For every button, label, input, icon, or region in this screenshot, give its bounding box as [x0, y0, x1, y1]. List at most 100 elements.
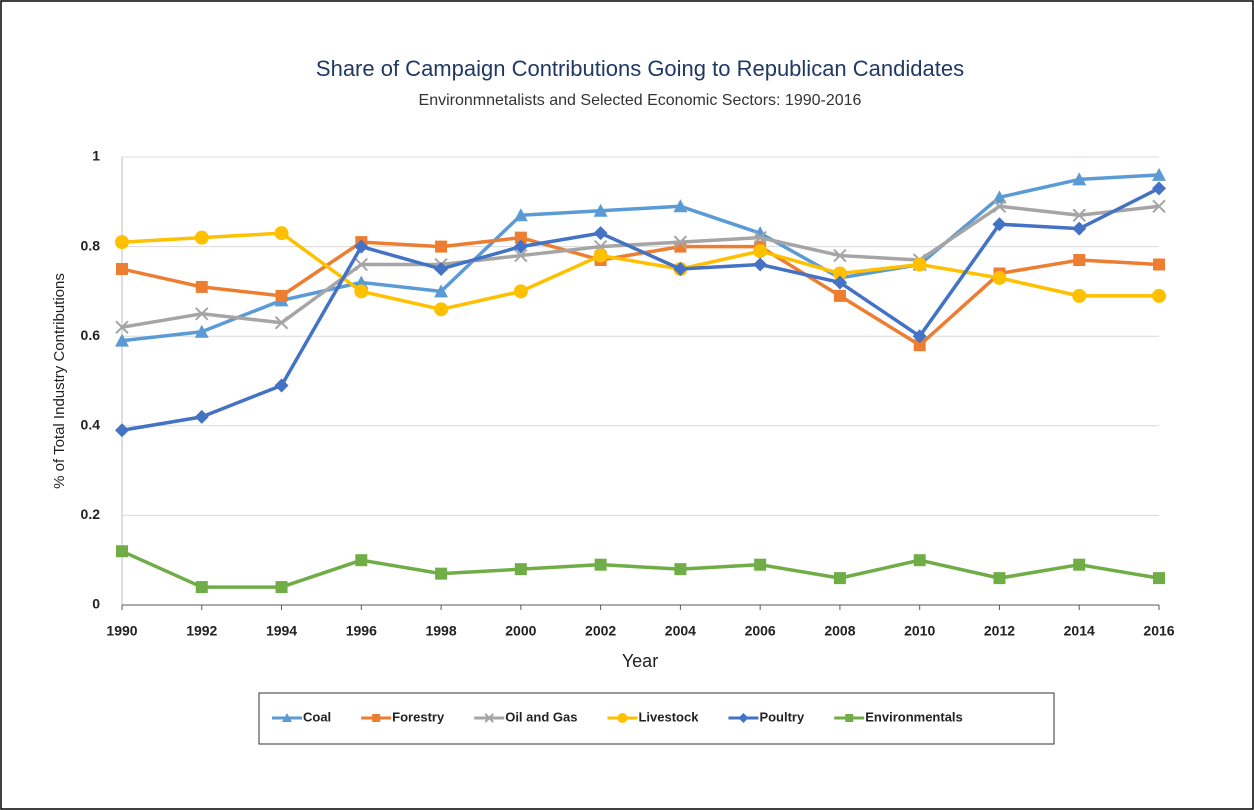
- marker: [282, 713, 292, 722]
- marker: [594, 558, 607, 571]
- marker: [833, 289, 846, 302]
- marker: [673, 199, 688, 213]
- marker: [194, 324, 209, 338]
- marker: [832, 266, 847, 281]
- series-line: [121, 204, 1160, 329]
- marker: [514, 231, 527, 244]
- x-tick-label: 1990: [106, 623, 137, 639]
- legend-label: Poultry: [759, 709, 805, 724]
- marker: [434, 284, 449, 298]
- marker: [1072, 172, 1087, 186]
- marker: [275, 581, 288, 594]
- legend-label: Forestry: [392, 709, 445, 724]
- marker: [513, 239, 528, 254]
- marker: [1072, 221, 1087, 236]
- marker: [912, 329, 927, 344]
- marker: [274, 316, 289, 330]
- marker: [372, 714, 381, 722]
- chart-title: Share of Campaign Contributions Going to…: [316, 56, 964, 81]
- marker: [753, 226, 768, 240]
- x-tick-label: 1992: [186, 623, 217, 639]
- marker: [832, 275, 847, 290]
- marker: [593, 203, 608, 217]
- marker: [1073, 558, 1086, 571]
- marker: [1152, 167, 1166, 181]
- y-tick-label: 0.8: [81, 237, 101, 253]
- series-line: [121, 235, 1160, 347]
- marker: [1072, 288, 1087, 303]
- marker: [845, 714, 854, 722]
- x-tick-label: 2006: [745, 623, 776, 639]
- legend-label: Livestock: [638, 709, 699, 724]
- marker: [195, 307, 209, 321]
- marker: [913, 339, 926, 352]
- series-line: [121, 186, 1160, 433]
- x-tick-label: 1994: [266, 623, 297, 639]
- x-tick-label: 2008: [824, 623, 855, 639]
- series-line: [121, 231, 1159, 312]
- marker: [195, 581, 208, 594]
- marker: [194, 230, 209, 245]
- marker: [115, 320, 129, 334]
- x-tick-label: 2014: [1064, 623, 1095, 639]
- y-tick-label: 0.2: [81, 506, 101, 522]
- y-tick-label: 1: [92, 148, 100, 164]
- legend-label: Environmentals: [865, 709, 963, 724]
- marker: [354, 257, 369, 272]
- x-tick-label: 2000: [505, 623, 536, 639]
- marker: [274, 378, 289, 393]
- marker: [912, 257, 927, 272]
- chart-subtitle: Environmnetalists and Selected Economic …: [419, 92, 862, 109]
- marker: [753, 257, 768, 272]
- x-tick-label: 2012: [984, 623, 1015, 639]
- marker: [993, 572, 1006, 585]
- marker: [1153, 572, 1165, 585]
- marker: [673, 235, 688, 249]
- marker: [115, 235, 129, 250]
- y-tick-label: 0.6: [81, 327, 101, 343]
- marker: [354, 275, 369, 289]
- marker: [753, 244, 768, 259]
- y-tick-label: 0: [92, 596, 100, 612]
- marker: [484, 713, 494, 723]
- marker: [1152, 181, 1166, 196]
- y-axis-label: % of Total Industry Contributions: [51, 273, 68, 489]
- marker: [992, 217, 1007, 232]
- legend-label: Coal: [303, 709, 331, 724]
- x-tick-label: 1996: [346, 623, 377, 639]
- marker: [913, 554, 926, 567]
- marker: [274, 226, 289, 241]
- x-axis-label: Year: [622, 651, 658, 671]
- marker: [1073, 254, 1086, 267]
- legend-box: [258, 692, 1055, 745]
- marker: [833, 248, 847, 263]
- marker: [1072, 208, 1086, 222]
- marker: [195, 280, 208, 293]
- marker: [513, 284, 528, 299]
- marker: [593, 248, 608, 263]
- marker: [354, 239, 369, 254]
- marker: [673, 262, 688, 276]
- marker: [514, 563, 527, 576]
- marker: [617, 713, 628, 723]
- marker: [115, 333, 129, 347]
- marker: [1152, 199, 1166, 213]
- marker: [992, 270, 1007, 285]
- x-tick-label: 2004: [665, 623, 696, 639]
- marker: [435, 240, 448, 253]
- marker: [355, 554, 368, 567]
- series-line: [121, 549, 1160, 589]
- marker: [434, 302, 449, 317]
- marker: [754, 558, 767, 571]
- marker: [992, 199, 1007, 213]
- marker: [753, 230, 767, 245]
- marker: [116, 263, 128, 275]
- marker: [833, 572, 846, 585]
- marker: [354, 284, 369, 299]
- marker: [514, 248, 528, 263]
- x-tick-label: 2016: [1143, 623, 1174, 639]
- marker: [593, 226, 608, 241]
- marker: [115, 423, 129, 438]
